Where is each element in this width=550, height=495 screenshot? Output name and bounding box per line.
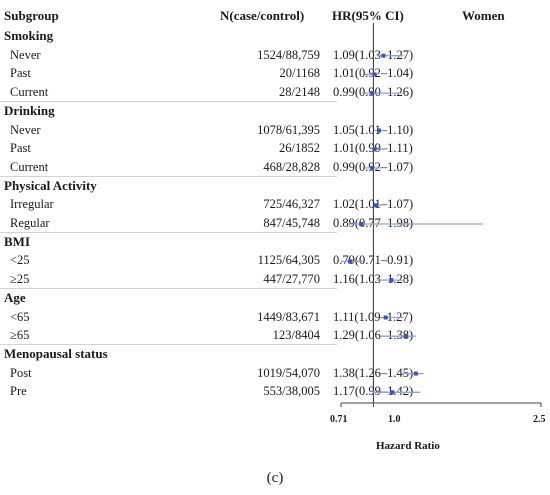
point-estimate [347, 259, 352, 264]
case-control-count: 26/1852 [279, 141, 320, 156]
case-control-count: 1019/54,070 [257, 365, 320, 380]
subgroup-label: Never [10, 122, 41, 137]
x-axis-label: Hazard Ratio [376, 440, 440, 452]
subgroup-label: <65 [10, 309, 30, 324]
group-separator [0, 287, 337, 289]
point-estimate [390, 390, 395, 395]
point-estimate [372, 72, 377, 77]
point-estimate [359, 222, 364, 226]
case-control-count: 28/2148 [279, 85, 320, 100]
group-separator [0, 343, 337, 345]
case-control-count: 447/27,770 [263, 272, 320, 287]
group-label: Physical Activity [4, 177, 97, 193]
case-control-count: 468/28,828 [263, 159, 320, 174]
chart-title: Women [462, 8, 505, 23]
group-label: Drinking [4, 102, 55, 118]
case-control-count: 847/45,748 [263, 216, 320, 230]
header-subgroup: Subgroup [4, 8, 59, 23]
point-estimate [370, 165, 375, 170]
subgroup-label: Regular [10, 216, 50, 230]
case-control-count: 1125/64,305 [257, 253, 320, 268]
header-hr-ci: HR(95% CI) [332, 8, 404, 23]
point-estimate [376, 128, 381, 133]
point-estimate [373, 203, 378, 208]
tick-label-ref: 1.0 [388, 414, 401, 425]
case-control-count: 725/46,327 [263, 197, 320, 212]
header-n-case-control: N(case/control) [220, 8, 305, 23]
point-estimate [381, 53, 386, 58]
group-label: Menopausal status [4, 345, 108, 361]
subgroup-label: Irregular [10, 197, 54, 212]
group-separator [0, 175, 337, 177]
case-control-count: 553/38,005 [263, 384, 320, 399]
subgroup-label: Post [10, 365, 32, 380]
subgroup-label: ≥65 [10, 328, 30, 343]
point-estimate [370, 91, 375, 96]
case-control-count: 1524/88,759 [257, 47, 320, 62]
subgroup-label: Past [10, 141, 31, 156]
hazard-ratio-ci: 1.11(1.09–1.27) [333, 309, 413, 324]
case-control-count: 1449/83,671 [257, 309, 320, 324]
subgroup-label: Current [10, 159, 49, 174]
tick-label-low: 0.71 [330, 414, 348, 425]
group-label: Age [4, 289, 26, 305]
figure-caption: (c) [266, 470, 284, 486]
group-label: Smoking [4, 28, 54, 43]
group-separator [0, 231, 337, 233]
case-control-count: 123/8404 [272, 328, 320, 343]
case-control-count: 1078/61,395 [257, 122, 320, 137]
case-control-count: 20/1168 [279, 66, 320, 81]
subgroup-label: ≥25 [10, 272, 30, 287]
subgroup-label: Current [10, 85, 49, 100]
subgroup-label: Never [10, 47, 41, 62]
subgroup-label: Past [10, 66, 31, 81]
tick-label-high: 2.5 [533, 414, 546, 425]
point-estimate [413, 371, 418, 376]
subgroup-label: <25 [10, 253, 30, 268]
point-estimate [383, 315, 388, 320]
group-separator [0, 100, 337, 102]
point-estimate [389, 278, 394, 283]
group-label: BMI [4, 233, 30, 249]
point-estimate [403, 334, 408, 339]
subgroup-label: Pre [10, 384, 27, 399]
point-estimate [372, 147, 377, 152]
